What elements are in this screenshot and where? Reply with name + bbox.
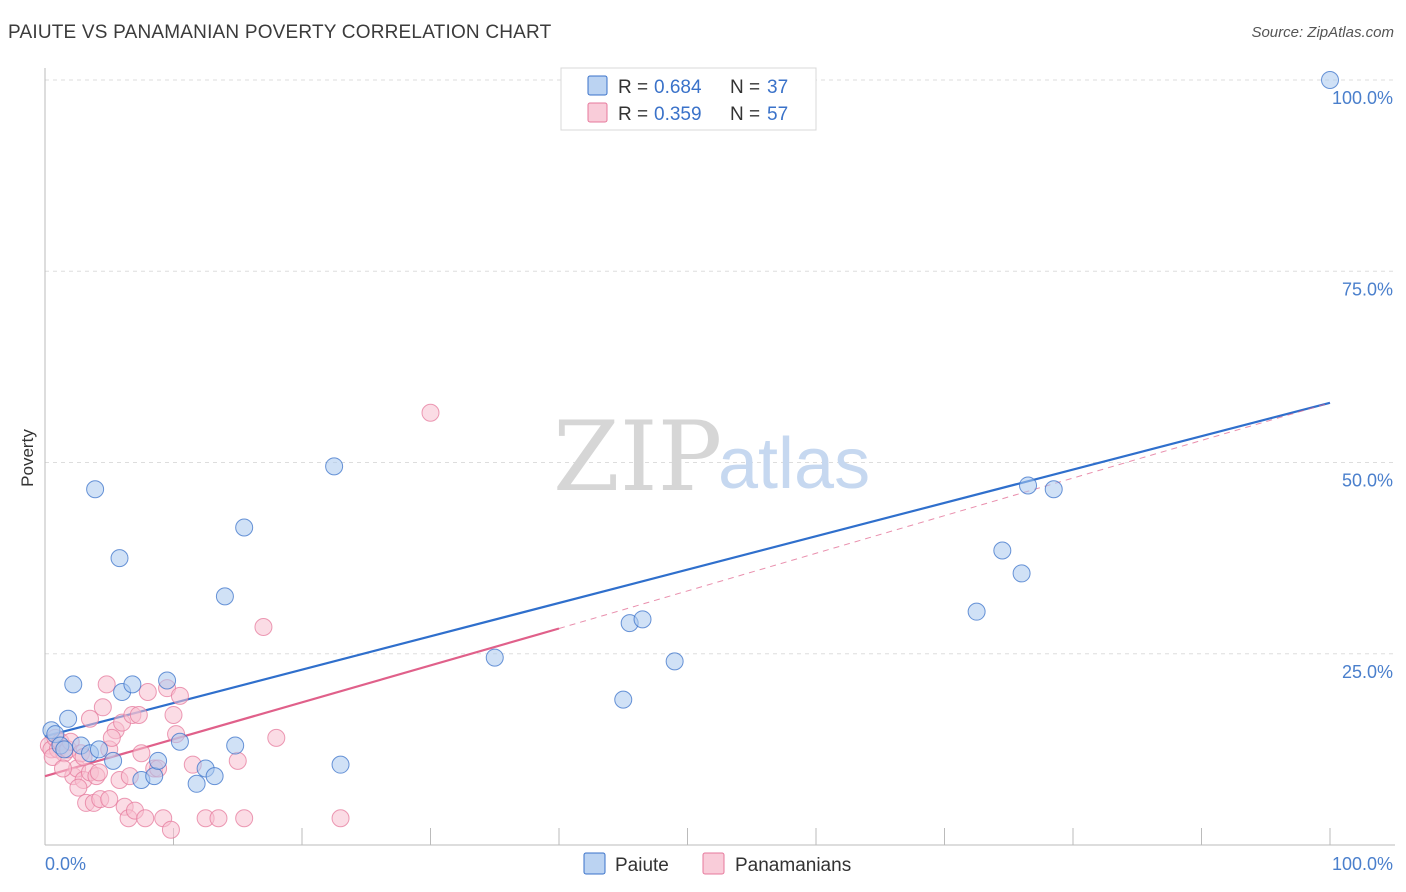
panamanian-point xyxy=(164,705,183,724)
legend-n-label: N = xyxy=(730,104,760,125)
panamanian-point xyxy=(267,728,286,747)
paiute-point xyxy=(170,732,189,751)
x-tick-label: 100.0% xyxy=(1332,854,1393,874)
panamanian-point xyxy=(161,820,180,839)
paiute-point xyxy=(967,602,986,621)
x-tick-label: 0.0% xyxy=(45,854,86,874)
panamanian-point xyxy=(69,778,88,797)
y-tick-label: 100.0% xyxy=(1332,88,1393,108)
axes xyxy=(44,68,1395,846)
legend-r-value-panamanian: 0.359 xyxy=(654,104,702,125)
paiute-point xyxy=(89,740,108,759)
paiute-point xyxy=(64,675,83,694)
paiute-point xyxy=(55,740,74,759)
watermark-zip: ZIP xyxy=(553,401,722,513)
y-tick-label: 25.0% xyxy=(1342,662,1393,682)
y-tick-label: 50.0% xyxy=(1342,471,1393,491)
bottom-legend-label-panamanian: Panamanians xyxy=(735,855,851,876)
bottom-legend-swatch-paiute xyxy=(583,852,606,875)
paiute-point xyxy=(215,587,234,606)
panamanian-point xyxy=(129,705,148,724)
panamanian-point xyxy=(93,698,112,717)
y-tick-label: 75.0% xyxy=(1342,279,1393,299)
legend-swatch-paiute xyxy=(587,75,608,96)
paiute-point xyxy=(331,755,350,774)
paiute-point xyxy=(187,774,206,793)
paiute-point xyxy=(86,480,105,499)
legend-r-value-paiute: 0.684 xyxy=(654,77,702,98)
paiute-point xyxy=(665,652,684,671)
panamanian-point xyxy=(80,709,99,728)
paiute-point xyxy=(1012,564,1031,583)
legend-r-label: R = xyxy=(618,77,648,98)
panamanian-point xyxy=(331,809,350,828)
paiute-point xyxy=(614,690,633,709)
trend-lines xyxy=(44,401,1331,778)
panamanian-point xyxy=(89,763,108,782)
panamanian-point xyxy=(170,686,189,705)
paiute-point xyxy=(123,675,142,694)
panamanian-point xyxy=(97,675,116,694)
data-points xyxy=(39,71,1339,839)
legend-n-value-panamanian: 57 xyxy=(767,104,788,125)
trendline-panamanian-extension xyxy=(558,402,1331,629)
x-tick-labels: 0.0% 100.0% xyxy=(45,854,1393,874)
paiute-point xyxy=(485,648,504,667)
bottom-legend-label-paiute: Paiute xyxy=(615,855,669,876)
legend-row-panamanian: R = 0.359 N = 57 xyxy=(587,102,788,125)
chart-title: PAIUTE VS PANAMANIAN POVERTY CORRELATION… xyxy=(8,22,552,43)
panamanian-point xyxy=(209,809,228,828)
trendline-panamanian xyxy=(44,627,560,778)
paiute-point xyxy=(104,751,123,770)
legend-swatch-panamanian xyxy=(587,102,608,123)
paiute-point xyxy=(205,767,224,786)
paiute-point xyxy=(993,541,1012,560)
paiute-point xyxy=(325,457,344,476)
paiute-point xyxy=(145,767,164,786)
panamanian-point xyxy=(235,809,254,828)
panamanian-point xyxy=(136,809,155,828)
chart-source: Source: ZipAtlas.com xyxy=(1251,24,1394,41)
paiute-point xyxy=(235,518,254,537)
series-legend: Paiute Panamanians xyxy=(583,852,851,876)
paiute-point xyxy=(149,751,168,770)
legend-row-paiute: R = 0.684 N = 37 xyxy=(587,75,788,98)
panamanian-point xyxy=(228,751,247,770)
panamanian-point xyxy=(132,744,151,763)
watermark: ZIP atlas xyxy=(553,401,870,513)
paiute-point xyxy=(226,736,245,755)
legend-n-label: N = xyxy=(730,77,760,98)
y-tick-labels: 25.0% 50.0% 75.0% 100.0% xyxy=(1332,88,1393,682)
paiute-point xyxy=(1044,480,1063,499)
grid-lines xyxy=(45,79,1395,655)
bottom-legend-swatch-panamanian xyxy=(702,852,725,875)
paiute-point xyxy=(59,709,78,728)
panamanian-point xyxy=(53,759,72,778)
legend-r-label: R = xyxy=(618,104,648,125)
paiute-point xyxy=(110,549,129,568)
y-axis-label: Poverty xyxy=(18,429,37,487)
panamanian-point xyxy=(138,683,157,701)
paiute-point xyxy=(1321,71,1339,89)
watermark-atlas: atlas xyxy=(718,424,870,504)
panamanian-point xyxy=(100,790,119,809)
legend-n-value-paiute: 37 xyxy=(767,77,788,98)
paiute-point xyxy=(633,610,652,629)
panamanian-point xyxy=(102,728,121,747)
correlation-legend: R = 0.684 N = 37 R = 0.359 N = 57 xyxy=(560,67,817,131)
panamanian-point xyxy=(421,403,440,422)
trendline-paiute xyxy=(44,401,1331,738)
panamanian-point xyxy=(254,617,273,636)
paiute-point xyxy=(1019,476,1038,495)
paiute-point xyxy=(158,671,177,690)
